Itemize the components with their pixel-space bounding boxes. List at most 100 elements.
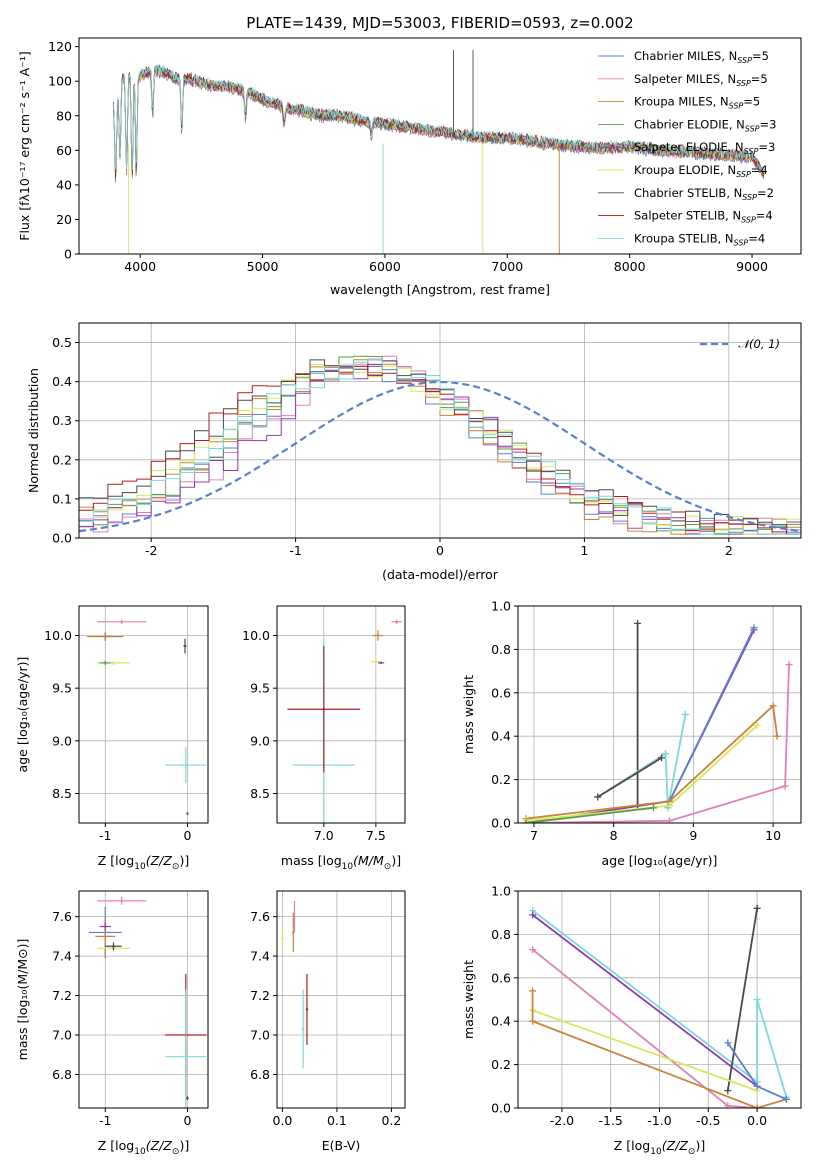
plus-marker xyxy=(724,1102,732,1108)
mass-weight-line xyxy=(532,1009,758,1092)
x-tick-label: 9 xyxy=(689,828,697,843)
plus-marker xyxy=(753,721,761,729)
mw_vs_Z-plot xyxy=(529,904,790,1108)
mass_vs_EBV-axes: 0.0 0.1 0.2 6.8 7.0 7.2 7.4 7.6 E(B-V) xyxy=(250,890,406,1153)
x-axis-label: E(B-V) xyxy=(322,1138,361,1153)
spectrum-axes: 4000 5000 6000 7000 8000 9000 0 20 40 60 80 100 120 P… xyxy=(17,14,802,297)
residuals-plot xyxy=(79,355,801,535)
legend-entry: Chabrier STELIB, NSSP=2 xyxy=(634,186,774,202)
x-tick-label: 0 xyxy=(183,1113,191,1128)
x-tick-label: 10 xyxy=(765,828,781,843)
mw_vs_age-axes: 7 8 9 10 0.0 0.2 0.4 0.6 0.8 1.0 age [log₁₀(age/yr… xyxy=(461,599,802,868)
y-tick-label: 9.0 xyxy=(250,733,270,748)
gaussian-curve xyxy=(79,380,801,533)
y-tick-label: 80 xyxy=(56,108,72,123)
age_vs_Z-plot xyxy=(87,619,207,815)
y-tick-label: 0.6 xyxy=(491,970,511,985)
plus-marker xyxy=(724,1039,732,1047)
y-axis-label: mass weight xyxy=(461,675,476,754)
x-tick-label: -1.0 xyxy=(647,1113,671,1128)
axes-frame xyxy=(276,605,406,824)
x-tick-label: 0 xyxy=(183,828,191,843)
data-point xyxy=(183,644,187,648)
x-tick-label: 8 xyxy=(610,828,618,843)
x-tick-label: 0.0 xyxy=(747,1113,767,1128)
legend-entry: Kroupa MILES, NSSP=5 xyxy=(634,95,760,111)
plus-marker xyxy=(665,802,673,810)
y-tick-label: 0.0 xyxy=(491,1101,511,1116)
y-axis-label: mass weight xyxy=(461,960,476,1039)
legend-entry: Chabrier ELODIE, NSSP=3 xyxy=(634,117,776,133)
y-tick-label: 0.5 xyxy=(52,335,72,350)
x-tick-label: -1 xyxy=(99,1113,111,1128)
y-tick-label: 20 xyxy=(56,212,72,227)
y-tick-label: 6.8 xyxy=(250,1067,270,1082)
spectrum-line xyxy=(112,63,765,174)
x-tick-label: 1 xyxy=(580,543,588,558)
legend-entry: Kroupa STELIB, NSSP=4 xyxy=(634,231,765,247)
data-point xyxy=(395,620,398,624)
mass-weight-line xyxy=(525,629,755,823)
y-axis-label: Flux [fλ10⁻¹⁷ erg cm⁻² s⁻¹ A⁻¹] xyxy=(17,51,32,240)
plus-marker xyxy=(781,782,789,790)
y-tick-label: 0.3 xyxy=(52,413,72,428)
legend-entry: Chabrier MILES, NSSP=5 xyxy=(634,49,769,65)
y-tick-label: 0.2 xyxy=(491,1057,511,1072)
x-tick-label: 0.2 xyxy=(381,1113,401,1128)
y-tick-label: 0.8 xyxy=(491,642,511,657)
plus-marker xyxy=(529,911,537,919)
plus-marker xyxy=(529,987,537,995)
mass-weight-line xyxy=(532,914,758,1088)
legend-entry: Salpeter MILES, NSSP=5 xyxy=(634,72,768,88)
y-tick-label: 0.0 xyxy=(491,816,511,831)
x-tick-label: 9000 xyxy=(736,259,768,274)
y-tick-label: 10.0 xyxy=(242,628,270,643)
x-axis-label: age [log₁₀(age/yr)] xyxy=(602,853,718,868)
data-point xyxy=(322,708,326,711)
age_vs_Z-axes: -1 0 8.5 9.0 9.5 10.0 Z [log10(Z/Z⊙)] age [log₁… xyxy=(15,605,209,872)
data-point xyxy=(186,812,189,815)
data-point xyxy=(379,661,383,665)
axes-frame xyxy=(78,890,209,1109)
legend-entry: Kroupa ELODIE, NSSP=4 xyxy=(634,163,768,179)
mass-weight-line xyxy=(668,627,755,802)
y-tick-label: 0.8 xyxy=(491,927,511,942)
mass_vs_Z-axes: -1 0 6.8 7.0 7.2 7.4 7.6 Z [log10(Z/Z⊙)] mass [l… xyxy=(15,890,209,1157)
x-tick-label: -0.5 xyxy=(696,1113,720,1128)
x-tick-label: -1.5 xyxy=(599,1113,623,1128)
y-tick-label: 7.6 xyxy=(250,909,270,924)
data-point xyxy=(104,925,107,928)
x-axis-label: Z [log10(Z/Z⊙)] xyxy=(98,1138,189,1157)
y-tick-label: 0.6 xyxy=(491,685,511,700)
data-point xyxy=(293,915,296,918)
axes-frame xyxy=(78,37,802,255)
plus-marker xyxy=(522,819,530,823)
age_vs_mass-plot xyxy=(287,619,402,823)
y-axis-label: Normed distribution xyxy=(26,368,41,493)
plus-marker xyxy=(750,624,758,632)
plus-marker xyxy=(785,661,793,669)
data-point xyxy=(184,763,188,767)
plus-marker xyxy=(773,732,781,740)
y-tick-label: 0.2 xyxy=(52,452,72,467)
plus-marker xyxy=(665,817,673,823)
y-tick-label: 8.5 xyxy=(250,786,270,801)
x-tick-label: 7 xyxy=(530,828,538,843)
mass-weight-line xyxy=(531,990,787,1108)
y-tick-label: 9.0 xyxy=(52,733,72,748)
plus-marker xyxy=(529,1017,537,1025)
data-point xyxy=(104,635,107,638)
x-tick-label: 0.1 xyxy=(327,1113,347,1128)
x-tick-label: 7.0 xyxy=(314,828,334,843)
data-point xyxy=(376,634,380,637)
y-axis-label: age [log₁₀(age/yr)] xyxy=(15,657,30,773)
mass_vs_Z-plot xyxy=(88,896,207,1108)
histogram-series xyxy=(79,358,801,535)
x-tick-label: 7.5 xyxy=(366,828,386,843)
y-tick-label: 7.6 xyxy=(52,909,72,924)
y-tick-label: 1.0 xyxy=(491,599,511,614)
x-tick-label: 5000 xyxy=(247,259,279,274)
mass-weight-line xyxy=(525,806,654,823)
plus-marker xyxy=(661,750,669,758)
